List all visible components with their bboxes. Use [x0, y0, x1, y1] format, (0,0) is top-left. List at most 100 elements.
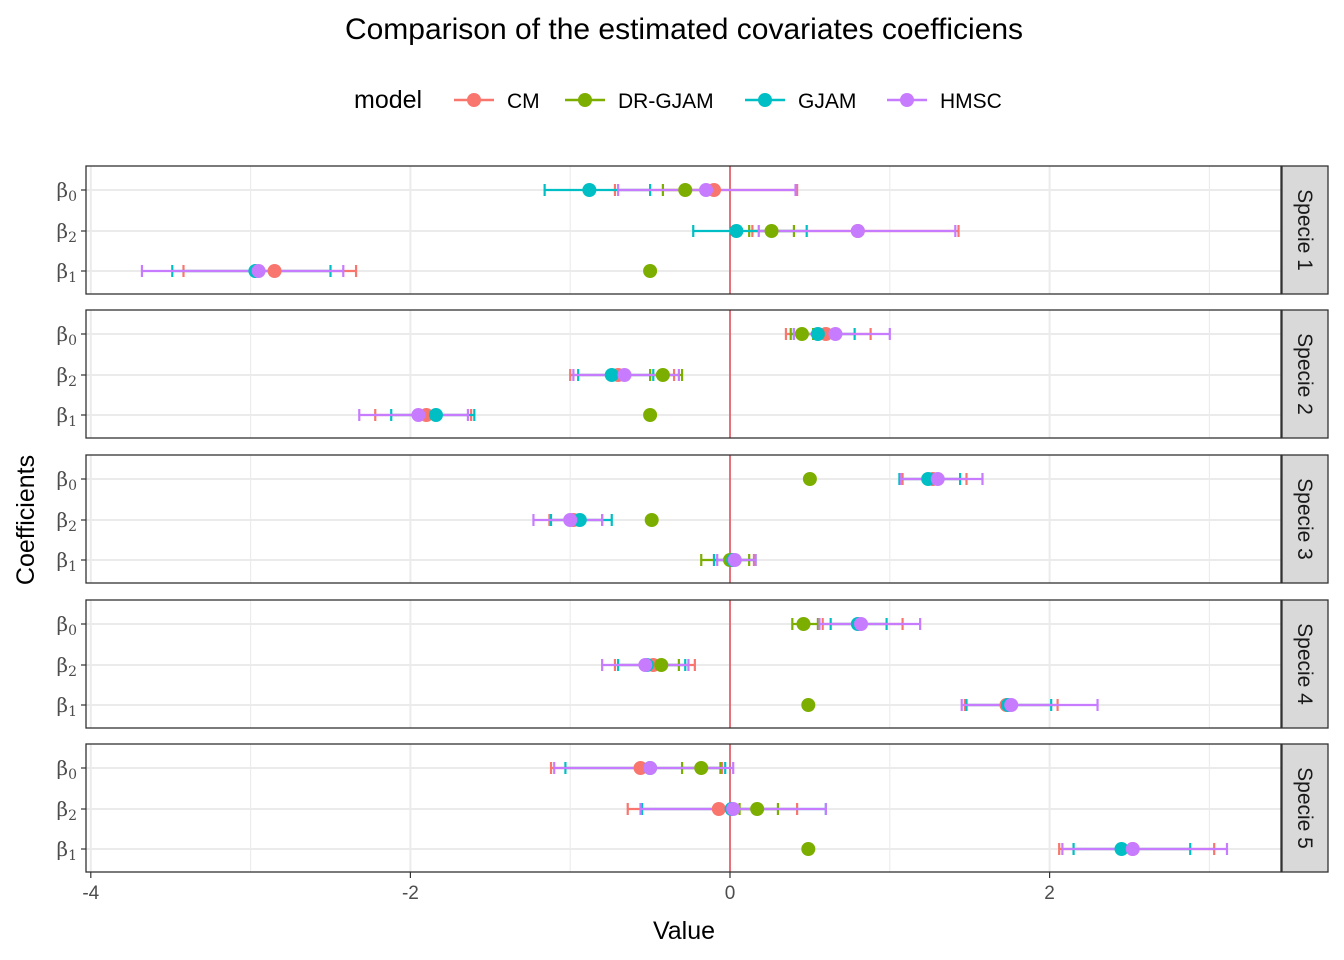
errorbar-hmsc-β1	[140, 265, 345, 277]
point-gjam-β0	[810, 327, 825, 341]
chart-title: Comparison of the estimated covariates c…	[345, 13, 1023, 46]
errorbar-hmsc-β0	[818, 618, 922, 630]
legend-label: DR-GJAM	[618, 90, 714, 113]
panel-border	[85, 599, 1282, 729]
y-tick-label-subscript: 0	[68, 333, 77, 349]
point-hmsc-β2	[726, 802, 741, 816]
y-tick-label-subscript: 1	[68, 704, 77, 720]
y-tick-label-subscript: 1	[68, 848, 77, 864]
point-hmsc-β0	[828, 327, 843, 341]
y-tick-label-subscript: 2	[68, 374, 77, 390]
point-gjam-β1	[1114, 842, 1129, 856]
point-dr-gjam-β2	[655, 368, 670, 382]
point-dr-gjam-β1	[643, 408, 658, 422]
x-tick-label: 0	[725, 883, 736, 904]
point-dr-gjam-β1	[801, 698, 816, 712]
point-gjam-β0	[582, 183, 597, 197]
facet-strip-label: Specie 1	[1293, 189, 1316, 271]
facet-strip	[1281, 599, 1329, 729]
point-hmsc-β1	[1004, 698, 1019, 712]
x-axis-title: Value	[653, 917, 715, 945]
legend: model CM DR-GJAM GJAM HMSC	[354, 86, 1002, 114]
legend-dot	[900, 93, 914, 107]
point-hmsc-β2	[617, 368, 632, 382]
y-tick-label-subscript: 2	[68, 230, 77, 246]
y-axis-title: Coefficients	[12, 455, 40, 585]
facet-strip-label: Specie 3	[1293, 478, 1316, 560]
legend-dot	[758, 93, 772, 107]
legend-label: HMSC	[940, 90, 1002, 113]
point-gjam-β2	[604, 368, 619, 382]
legend-entry-cm: CM	[454, 90, 540, 113]
point-gjam-β1	[428, 408, 443, 422]
panel-border	[85, 454, 1282, 584]
panel-border	[85, 743, 1282, 873]
point-hmsc-β0	[643, 761, 658, 775]
point-hmsc-β1	[251, 264, 266, 278]
y-tick-label-subscript: 0	[68, 189, 77, 205]
legend-label: CM	[507, 90, 540, 113]
point-dr-gjam-β2	[644, 513, 659, 527]
y-tick-label-subscript: 2	[68, 519, 77, 535]
point-cm-β2	[711, 802, 726, 816]
errorbar-hmsc-β1	[960, 699, 1099, 711]
point-hmsc-β1	[1125, 842, 1140, 856]
facet-strip	[1281, 743, 1329, 873]
x-tick-label: -2	[402, 883, 419, 904]
point-dr-gjam-β0	[694, 761, 709, 775]
facet-strip-label: Specie 4	[1293, 623, 1316, 705]
legend-dot	[578, 93, 592, 107]
x-tick-label: -4	[82, 883, 99, 904]
legend-entry-gjam: GJAM	[745, 90, 856, 113]
y-tick-label-subscript: 2	[68, 664, 77, 680]
y-tick-label-subscript: 1	[68, 414, 77, 430]
point-gjam-β2	[729, 224, 744, 238]
point-dr-gjam-β0	[796, 617, 811, 631]
point-dr-gjam-β1	[801, 842, 816, 856]
facet-strip-label: Specie 2	[1293, 333, 1316, 415]
legend-title: model	[354, 86, 422, 114]
point-gjam-β2	[572, 513, 587, 527]
x-axis: -4 -2 0 2	[82, 872, 1055, 904]
y-tick-label-subscript: 2	[68, 808, 77, 824]
y-tick-label-subscript: 0	[68, 478, 77, 494]
point-hmsc-β1	[727, 553, 742, 567]
point-dr-gjam-β2	[750, 802, 765, 816]
errorbar-hmsc-β1	[1061, 843, 1229, 855]
y-tick-label-subscript: 0	[68, 767, 77, 783]
facet-strip-label: Specie 5	[1293, 767, 1316, 849]
point-hmsc-β2	[638, 658, 653, 672]
point-hmsc-β0	[699, 183, 714, 197]
point-hmsc-β2	[563, 513, 578, 527]
legend-dot	[467, 93, 481, 107]
point-hmsc-β1	[411, 408, 426, 422]
point-cm-β0	[633, 761, 648, 775]
facet-strip	[1281, 165, 1329, 295]
point-hmsc-β0	[930, 472, 945, 486]
point-dr-gjam-β0	[802, 472, 817, 486]
point-dr-gjam-β2	[654, 658, 669, 672]
y-tick-label-subscript: 1	[68, 559, 77, 575]
facet-strip	[1281, 454, 1329, 584]
y-tick-label-subscript: 1	[68, 270, 77, 286]
y-tick-label-subscript: 0	[68, 623, 77, 639]
point-dr-gjam-β1	[643, 264, 658, 278]
facet-strip	[1281, 309, 1329, 439]
legend-label: GJAM	[798, 90, 856, 113]
x-tick-label: 2	[1044, 883, 1055, 904]
point-dr-gjam-β0	[678, 183, 693, 197]
point-hmsc-β0	[854, 617, 869, 631]
panel-border	[85, 309, 1282, 439]
point-dr-gjam-β0	[794, 327, 809, 341]
panel-border	[85, 165, 1282, 295]
point-hmsc-β2	[850, 224, 865, 238]
legend-entry-dr-gjam: DR-GJAM	[565, 90, 714, 113]
legend-entry-hmsc: HMSC	[887, 90, 1002, 113]
